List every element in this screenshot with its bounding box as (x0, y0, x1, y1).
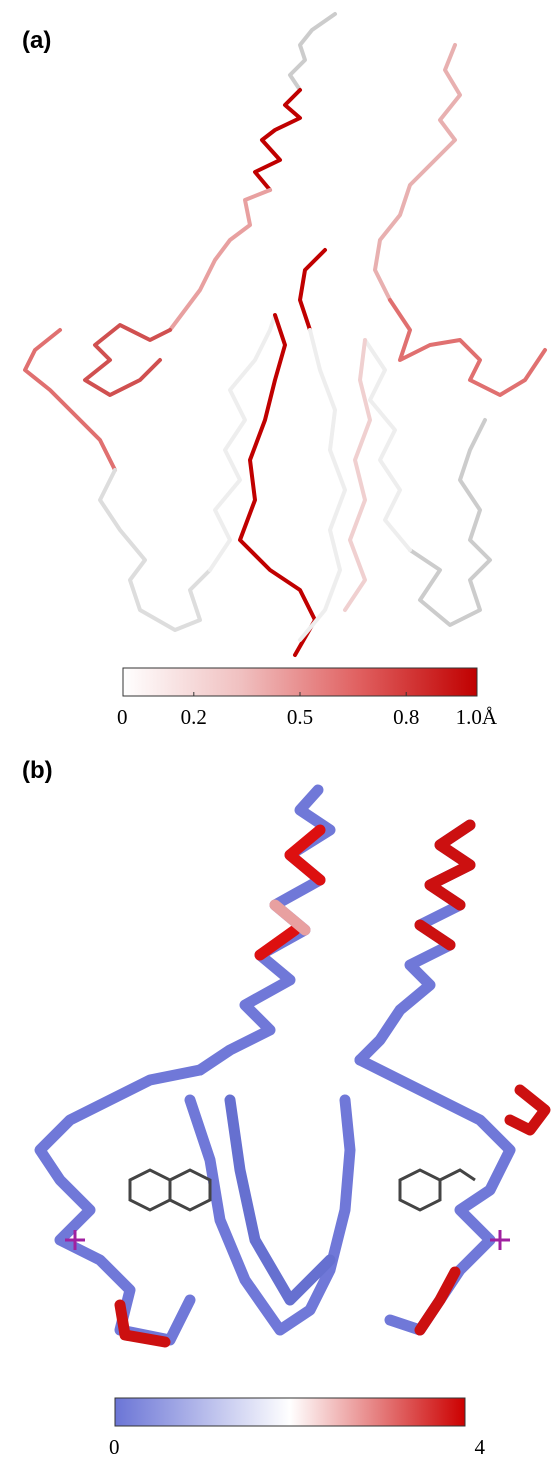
panel-label: (b) (22, 757, 53, 784)
tick-label: 0 (109, 1435, 120, 1459)
tick-label: 0.8 (393, 705, 419, 729)
ribbon-cartoon (34, 784, 551, 1348)
colorbar (114, 1397, 466, 1427)
tick-label: 1.0Å (456, 705, 498, 729)
tick-label: 4 (475, 1435, 486, 1459)
backbone-trace (23, 12, 547, 657)
tick-label: 0 (117, 705, 128, 729)
colorbar (122, 667, 478, 697)
tick-label: 0.2 (181, 705, 207, 729)
tick-label: 0.5 (287, 705, 313, 729)
panel-label: (a) (22, 27, 51, 54)
